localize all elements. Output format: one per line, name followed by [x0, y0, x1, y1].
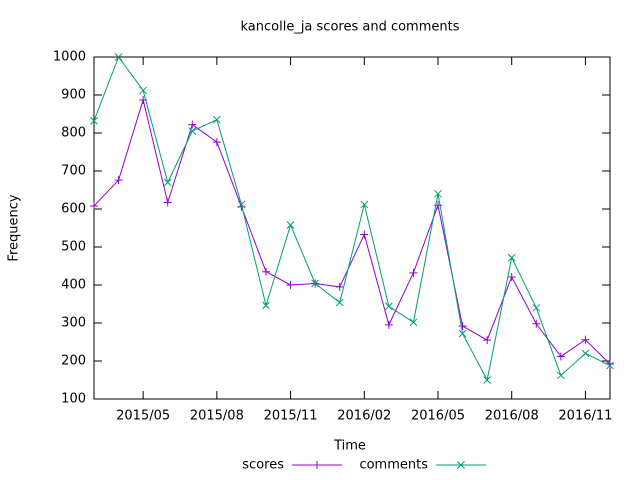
marker: [457, 461, 465, 469]
marker: [581, 349, 590, 358]
marker: [335, 282, 344, 291]
x-axis-label: Time: [333, 439, 366, 454]
marker: [286, 281, 295, 289]
marker: [434, 189, 442, 198]
marker: [360, 230, 369, 239]
legend-label: scores: [242, 458, 284, 473]
y-tick-label: 200: [61, 354, 86, 369]
marker: [458, 329, 467, 338]
y-tick-label: 300: [61, 316, 86, 331]
marker: [581, 335, 590, 344]
marker: [409, 318, 418, 327]
marker: [507, 273, 516, 282]
marker: [212, 138, 221, 147]
marker: [385, 302, 393, 311]
marker: [188, 120, 197, 129]
y-tick-label: 900: [61, 88, 86, 103]
marker: [262, 267, 270, 276]
marker: [458, 322, 467, 331]
y-tick-label: 400: [61, 278, 86, 293]
marker: [139, 86, 147, 95]
marker: [114, 53, 123, 61]
marker: [556, 352, 565, 361]
x-tick-label: 2015/11: [264, 409, 318, 424]
marker: [557, 371, 565, 380]
series-line: [93, 55, 611, 382]
marker: [532, 303, 541, 312]
marker: [532, 319, 541, 328]
y-tick-label: 600: [61, 202, 86, 217]
x-tick-label: 2015/05: [116, 409, 170, 424]
legend-label: comments: [359, 458, 428, 473]
y-tick-label: 1000: [53, 50, 86, 65]
marker: [114, 176, 123, 185]
marker: [384, 320, 393, 329]
marker: [188, 127, 197, 135]
x-tick-label: 2016/08: [485, 409, 539, 424]
chart-title: kancolle_ja scores and comments: [240, 20, 459, 35]
marker: [483, 336, 492, 345]
marker: [163, 178, 172, 187]
marker: [90, 201, 98, 210]
marker: [483, 376, 491, 384]
x-tick-label: 2016/05: [411, 409, 465, 424]
y-tick-label: 700: [61, 164, 86, 179]
x-tick-label: 2016/02: [337, 409, 391, 424]
y-axis-label: Frequency: [7, 194, 22, 261]
y-tick-label: 100: [61, 392, 86, 407]
marker: [409, 268, 418, 277]
x-tick-label: 2015/08: [190, 409, 244, 424]
marker: [313, 461, 321, 469]
series-line: [93, 98, 611, 365]
marker: [335, 298, 344, 307]
marker: [163, 198, 172, 207]
marker: [213, 115, 221, 124]
plot-border: [93, 56, 611, 400]
marker: [311, 279, 319, 288]
marker: [507, 253, 516, 262]
marker: [360, 200, 369, 209]
x-tick-label: 2016/11: [558, 409, 612, 424]
marker: [606, 361, 614, 370]
y-tick-label: 800: [61, 126, 86, 141]
marker: [237, 200, 246, 209]
marker: [286, 221, 295, 229]
marker: [90, 116, 98, 125]
marker: [262, 301, 270, 310]
y-tick-label: 500: [61, 240, 86, 255]
